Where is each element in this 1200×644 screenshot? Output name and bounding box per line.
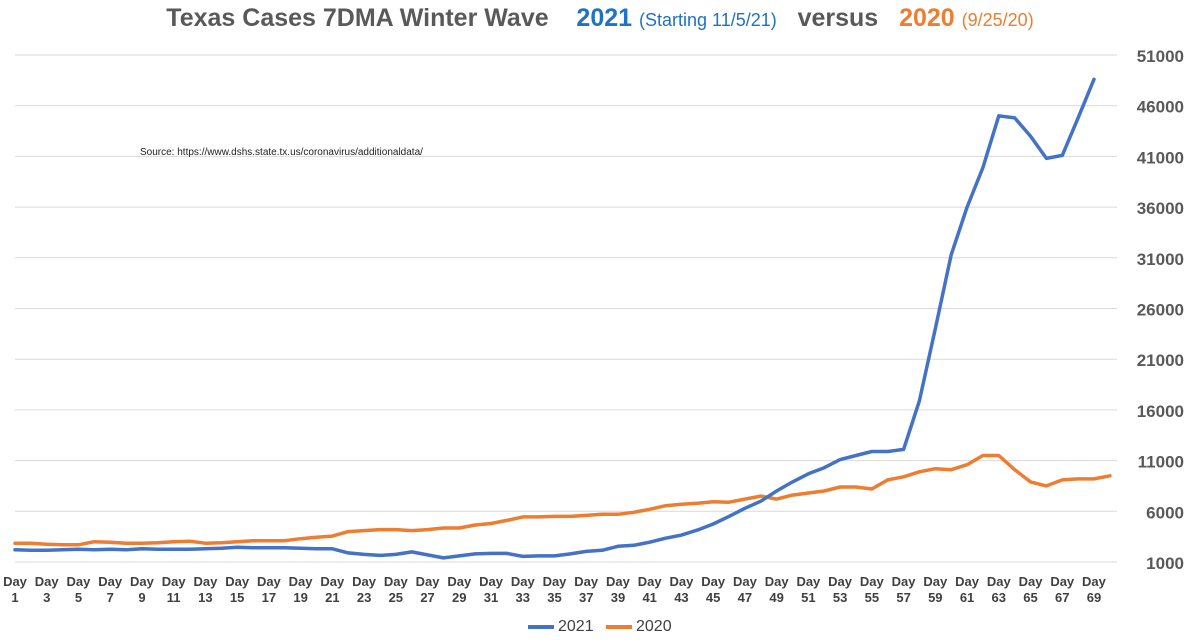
x-tick-label: Day 43 — [670, 574, 695, 605]
x-tick-label: Day 51 — [796, 574, 821, 605]
series-lines — [13, 77, 1112, 560]
y-axis-ticks: 1000 6000 11000 16000 21000 26000 31000 36000 41… — [1137, 47, 1184, 573]
x-tick-label: Day 45 — [701, 574, 726, 605]
y-tick-label: 21000 — [1137, 351, 1184, 370]
x-tick-label: Day 9 — [130, 574, 155, 605]
y-tick-label: 16000 — [1137, 402, 1184, 421]
x-tick-label: Day 65 — [1019, 574, 1044, 605]
x-tick-label: Day 3 — [35, 574, 60, 605]
legend-swatch-2020 — [606, 624, 632, 629]
x-tick-label: Day 7 — [98, 574, 123, 605]
gridlines — [15, 54, 1117, 563]
title-2021-start: (Starting 11/5/21) — [639, 10, 777, 30]
y-tick-label: 31000 — [1137, 250, 1184, 269]
x-tick-label: Day 1 — [3, 574, 28, 605]
x-tick-label: Day 37 — [574, 574, 599, 605]
x-tick-label: Day 55 — [860, 574, 885, 605]
x-tick-label: Day 67 — [1050, 574, 1075, 605]
x-tick-label: Day 41 — [638, 574, 663, 605]
x-tick-label: Day 53 — [828, 574, 853, 605]
source-note: Source: https://www.dshs.state.tx.us/cor… — [140, 147, 423, 158]
x-tick-label: Day 13 — [193, 574, 218, 605]
legend-swatch-2021 — [528, 624, 554, 629]
x-tick-label: Day 39 — [606, 574, 631, 605]
title-2020-start: (9/25/20) — [961, 10, 1034, 30]
x-tick-label: Day 21 — [320, 574, 345, 605]
y-tick-label: 46000 — [1137, 98, 1184, 117]
chart-title: Texas Cases 7DMA Winter Wave 2021 (Start… — [0, 4, 1200, 33]
x-tick-label: Day 31 — [479, 574, 504, 605]
x-tick-label: Day 47 — [733, 574, 758, 605]
title-versus: versus — [797, 4, 879, 32]
y-tick-label: 36000 — [1137, 199, 1184, 218]
y-tick-label: 41000 — [1137, 148, 1184, 167]
x-tick-label: Day 29 — [447, 574, 472, 605]
x-tick-label: Day 23 — [352, 574, 377, 605]
title-2021: 2021 — [576, 4, 633, 32]
legend-item-2021: 2021 — [528, 618, 594, 636]
x-tick-label: Day 35 — [543, 574, 568, 605]
title-main: Texas Cases 7DMA Winter Wave — [166, 4, 549, 32]
series-line-2021 — [13, 77, 1096, 560]
legend-label-2020: 2020 — [636, 618, 672, 635]
x-tick-label: Day 11 — [162, 574, 187, 605]
x-tick-label: Day 59 — [923, 574, 948, 605]
x-tick-label: Day 17 — [257, 574, 282, 605]
x-tick-label: Day 25 — [384, 574, 409, 605]
x-tick-label: Day 61 — [955, 574, 980, 605]
y-tick-label: 11000 — [1138, 453, 1184, 472]
x-tick-label: Day 5 — [67, 574, 92, 605]
legend-label-2021: 2021 — [558, 618, 594, 635]
x-tick-label: Day 63 — [987, 574, 1012, 605]
x-tick-label: Day 19 — [289, 574, 314, 605]
title-2020: 2020 — [899, 4, 955, 32]
y-tick-label: 51000 — [1137, 47, 1184, 66]
y-tick-label: 1000 — [1146, 554, 1184, 573]
x-tick-label: Day 49 — [765, 574, 790, 605]
x-tick-label: Day 15 — [225, 574, 250, 605]
series-line-2020 — [13, 453, 1112, 547]
legend-item-2020: 2020 — [606, 618, 672, 636]
y-tick-label: 6000 — [1146, 503, 1184, 522]
y-tick-label: 26000 — [1137, 301, 1184, 320]
x-tick-label: Day 27 — [416, 574, 441, 605]
x-tick-label: Day 69 — [1082, 574, 1107, 605]
x-tick-label: Day 33 — [511, 574, 536, 605]
x-tick-label: Day 57 — [892, 574, 917, 605]
